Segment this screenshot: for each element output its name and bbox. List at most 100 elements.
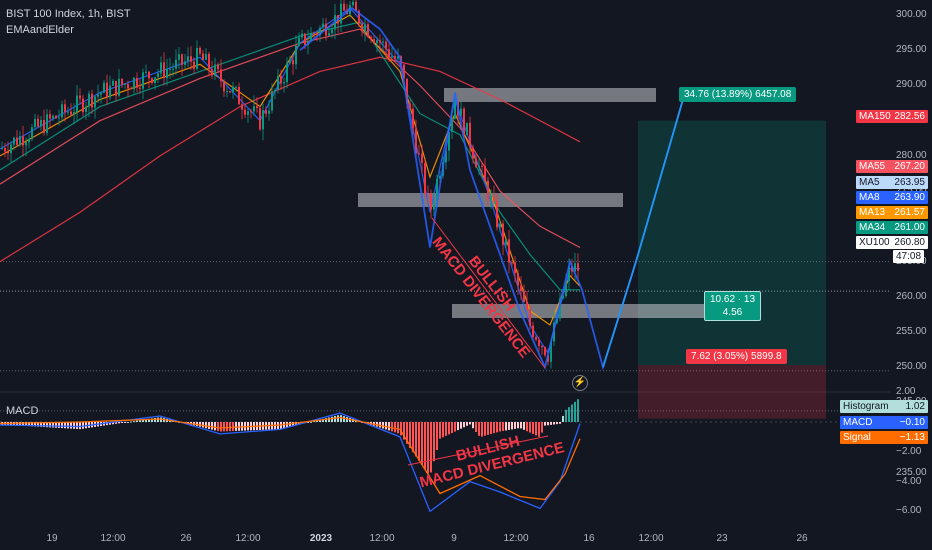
candle-body <box>298 37 300 46</box>
histogram-bar <box>562 415 564 422</box>
candle-body <box>145 71 147 73</box>
candle-body <box>7 151 9 154</box>
candle-body <box>220 69 222 82</box>
macd-marker-histogram: Histogram 1.02 <box>840 400 928 413</box>
histogram-bar <box>436 422 438 450</box>
candle-body <box>451 118 453 132</box>
histogram-bar <box>406 422 408 444</box>
histogram-bar <box>445 422 447 436</box>
macd-tick: 2.00 <box>896 386 916 398</box>
target-label: 34.76 (13.89%) 6457.08 <box>679 87 797 102</box>
histogram-bar <box>55 422 57 428</box>
histogram-bar <box>235 422 237 431</box>
candle-body <box>190 56 192 62</box>
histogram-bar <box>211 422 213 430</box>
histogram-bar <box>547 422 549 426</box>
candle-body <box>187 56 189 62</box>
candle-body <box>466 122 468 136</box>
candle-body <box>235 86 237 88</box>
marker-name: MA5 <box>859 177 880 188</box>
candle-body <box>70 111 72 115</box>
candle-body <box>493 195 495 201</box>
histogram-bar <box>31 422 33 427</box>
candle-body <box>265 110 267 114</box>
price-marker-ma8: MA8 263.90 <box>856 191 928 204</box>
candle-body <box>361 23 363 31</box>
candle-body <box>322 23 324 28</box>
histogram-bar <box>481 422 483 437</box>
candle-body <box>499 223 501 228</box>
marker-value: −1.13 <box>899 432 925 443</box>
candle-body <box>472 147 474 159</box>
marker-name: MA13 <box>859 207 886 218</box>
histogram-bar <box>565 409 567 422</box>
histogram-bar <box>313 421 315 423</box>
histogram-bar <box>568 407 570 422</box>
candle-body <box>355 1 357 11</box>
histogram-bar <box>205 422 207 429</box>
histogram-bar <box>208 422 210 429</box>
ma-line-ma13 <box>0 14 581 326</box>
candle-body <box>166 68 168 78</box>
histogram-bar <box>571 404 573 422</box>
macd-pane-label: MACD <box>6 405 39 417</box>
marker-value: 261.57 <box>894 207 925 218</box>
candle-body <box>169 68 171 70</box>
candle-body <box>49 114 51 119</box>
candle-body <box>172 68 174 70</box>
histogram-bar <box>451 422 453 433</box>
divergence-arrow-price <box>431 217 546 369</box>
candle-body <box>283 82 285 84</box>
candle-body <box>184 61 186 65</box>
candle-body <box>55 115 57 119</box>
candle-body <box>403 64 405 79</box>
histogram-bar <box>22 422 24 426</box>
candle-body <box>541 346 543 348</box>
histogram-bar <box>415 422 417 457</box>
histogram-bar <box>388 422 390 431</box>
time-tick: 2023 <box>309 533 333 544</box>
candle-body <box>127 83 129 89</box>
candle-body <box>91 93 93 108</box>
histogram-bar <box>28 422 30 427</box>
marker-name: MA8 <box>859 192 880 203</box>
histogram-bar <box>139 420 141 422</box>
candle-body <box>310 33 312 41</box>
histogram-bar <box>295 422 297 426</box>
candle-body <box>289 60 291 64</box>
price-tick: 235.00 <box>896 466 927 478</box>
histogram-bar <box>214 422 216 431</box>
histogram-bar <box>442 422 444 438</box>
candle-body <box>502 223 504 245</box>
histogram-bar <box>505 422 507 431</box>
risk-reward-ratio: 10.62 · 13 <box>710 294 756 305</box>
candle-body <box>148 71 150 79</box>
histogram-bar <box>307 422 309 423</box>
histogram-bar <box>43 422 45 428</box>
lightning-icon[interactable]: ⚡ <box>572 375 588 391</box>
histogram-bar <box>223 422 225 432</box>
candle-body <box>568 266 570 282</box>
histogram-bar <box>463 422 465 428</box>
histogram-bar <box>520 422 522 429</box>
candle-body <box>4 147 6 152</box>
histogram-bar <box>76 422 78 429</box>
histogram-bar <box>118 422 120 424</box>
candle-body <box>292 60 294 65</box>
stop-label: 7.62 (3.05%) 5899.8 <box>686 349 787 364</box>
candle-body <box>124 83 126 85</box>
candle-body <box>139 87 141 89</box>
candle-body <box>268 110 270 114</box>
histogram-bar <box>79 422 81 430</box>
histogram-bar <box>421 422 423 465</box>
macd-marker-macd: MACD −0.10 <box>840 416 928 429</box>
candle-body <box>97 94 99 97</box>
candle-body <box>232 87 234 93</box>
candle-body <box>520 285 522 292</box>
candle-body <box>481 165 483 167</box>
histogram-bar <box>532 422 534 435</box>
candle-body <box>313 33 315 35</box>
ma-line-ma55 <box>0 28 581 249</box>
histogram-bar <box>226 422 228 432</box>
